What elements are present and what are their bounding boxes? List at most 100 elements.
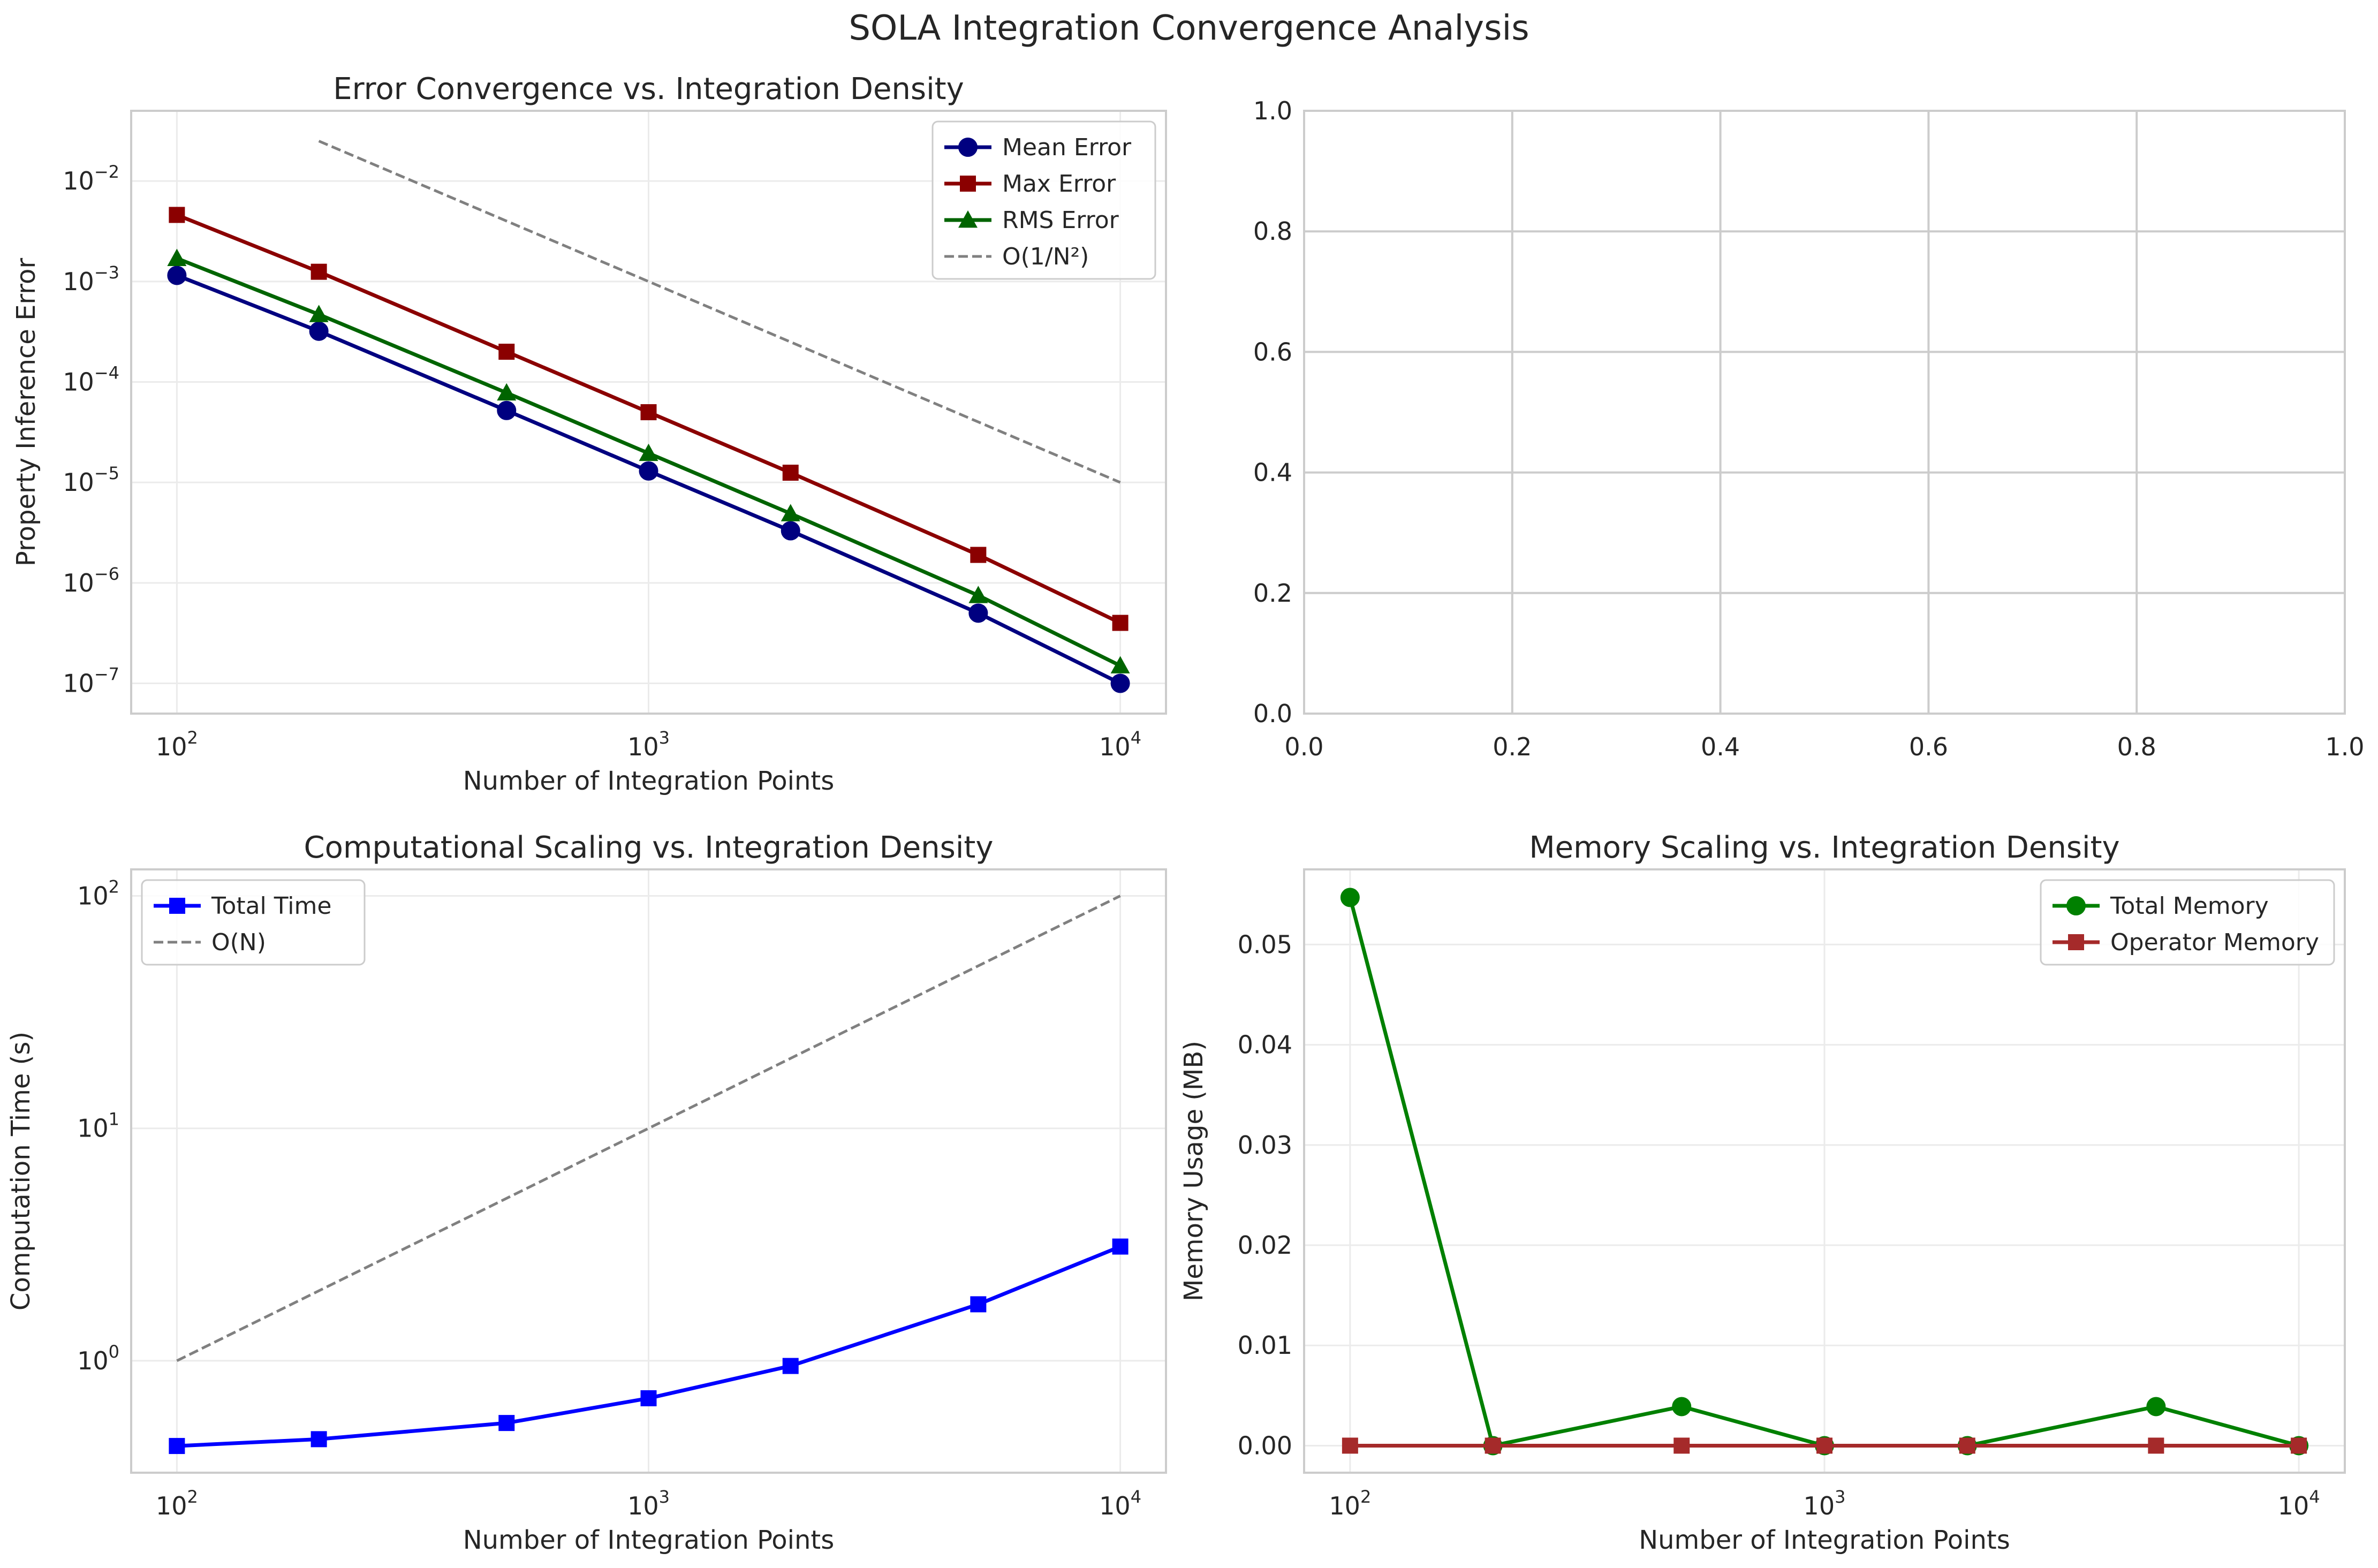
subplot-error: 102 103 104 10−7 10−6 10−5 10−4 10−3 10−2 Error C… [11, 72, 1167, 796]
legend-swatch [944, 138, 991, 157]
data-point [167, 266, 187, 285]
legend-label: O(1/N²) [1002, 243, 1089, 270]
data-point [1112, 615, 1129, 631]
x-tick-label: 102 [156, 1487, 198, 1520]
series-operator-memory [1342, 1437, 2307, 1454]
data-point [782, 1358, 799, 1374]
legend-swatch-marker [958, 138, 978, 157]
subplot-empty: 0.0 0.2 0.4 0.6 0.8 1.0 0.0 0.2 0.4 0.6 0.8 1.0 [1253, 96, 2365, 761]
data-point [2291, 1437, 2307, 1454]
data-point [639, 443, 658, 461]
data-point [310, 1431, 327, 1448]
data-point [970, 547, 987, 563]
legend-label: Mean Error [1002, 134, 1132, 161]
legend-label: Max Error [1002, 170, 1116, 198]
data-point [968, 603, 988, 623]
x-tick-label: 0.4 [1701, 732, 1740, 761]
data-point [1485, 1437, 1501, 1454]
x-tick-label: 0.6 [1909, 732, 1948, 761]
legend-label: Total Time [211, 892, 331, 920]
data-point [167, 248, 187, 266]
y-tick-label: 0.8 [1253, 217, 1292, 246]
y-tick-label: 10−7 [63, 664, 119, 698]
legend-swatch [154, 898, 201, 914]
legend-swatch [2053, 934, 2100, 950]
axes-frame [1303, 868, 2346, 1474]
x-tick-label: 0.8 [2117, 732, 2156, 761]
y-tick-label: 0.02 [1238, 1231, 1292, 1260]
data-point [498, 1415, 515, 1431]
data-point [1959, 1437, 1975, 1454]
legend-swatch-marker [2066, 896, 2086, 915]
y-tick-label: 0.04 [1238, 1031, 1292, 1059]
data-point [2146, 1397, 2166, 1416]
series-o-1-n- [318, 140, 1121, 484]
legend-swatch-marker [960, 176, 976, 192]
legend: Mean Error Max Error RMS Error O(1/N²) [931, 120, 1156, 280]
y-axis-label: Computation Time (s) [6, 1032, 36, 1311]
data-layer [167, 140, 1130, 693]
plot-area [1304, 111, 2345, 714]
y-axis-label: Memory Usage (MB) [1179, 1041, 1209, 1301]
data-point [309, 305, 329, 322]
y-tick-label: 10−5 [63, 463, 119, 497]
data-point [1340, 888, 1360, 907]
data-point [781, 504, 800, 521]
legend-swatch [944, 210, 991, 228]
x-tick-label: 0.2 [1493, 732, 1532, 761]
series-mean-error [167, 266, 1130, 693]
subplot-title: Error Convergence vs. Integration Densit… [333, 72, 964, 107]
series-line [318, 140, 1121, 484]
x-axis-label: Number of Integration Points [1639, 1525, 2010, 1555]
y-tick-label: 0.00 [1238, 1431, 1292, 1460]
x-tick-label: 103 [627, 1487, 670, 1520]
y-tick-label: 0.4 [1253, 458, 1292, 487]
legend-label: Operator Memory [2110, 929, 2319, 956]
data-point [1816, 1437, 1832, 1454]
subplot-grid: 102 103 104 10−7 10−6 10−5 10−4 10−3 10−2 Error C… [6, 72, 2365, 1555]
axes-frame [130, 110, 1167, 715]
legend-label: RMS Error [1002, 207, 1119, 234]
legend-label: O(N) [211, 929, 266, 956]
data-point [497, 383, 517, 401]
data-point [968, 586, 988, 603]
legend-frame [2040, 879, 2335, 966]
series-total-time [169, 1238, 1129, 1455]
series-max-error [169, 207, 1129, 631]
y-tick-label: 0.03 [1238, 1131, 1292, 1160]
data-point [1673, 1437, 1690, 1454]
data-point [497, 400, 517, 420]
subplot-title: Memory Scaling vs. Integration Density [1529, 830, 2119, 865]
figure-suptitle: SOLA Integration Convergence Analysis [849, 9, 1529, 48]
y-tick-label: 0.2 [1253, 579, 1292, 608]
y-tick-label: 101 [77, 1109, 119, 1143]
data-point [1672, 1397, 1692, 1416]
y-tick-label: 0.6 [1253, 337, 1292, 366]
data-point [781, 521, 800, 541]
subplot-memory: 102 103 104 0.00 0.01 0.02 0.03 0.04 0.05 Memory … [1179, 830, 2346, 1555]
x-tick-label: 104 [2278, 1487, 2320, 1520]
data-point [640, 1390, 657, 1406]
axes-frame [1303, 110, 2346, 715]
x-axis-label: Number of Integration Points [463, 766, 835, 796]
data-point [309, 321, 329, 341]
legend-swatch-marker [2068, 934, 2084, 950]
data-point [1110, 673, 1130, 693]
y-tick-label: 10−3 [63, 262, 119, 296]
data-point [640, 404, 657, 420]
x-tick-label: 103 [1804, 1487, 1846, 1520]
x-tick-label: 1.0 [2325, 732, 2364, 761]
data-point [310, 263, 327, 280]
legend-swatch [944, 176, 991, 192]
y-tick-label: 1.0 [1253, 96, 1292, 125]
x-axis-label: Number of Integration Points [463, 1525, 835, 1555]
axes-frame [130, 868, 1167, 1474]
y-tick-label: 0.0 [1253, 699, 1292, 728]
legend-swatch [2053, 896, 2100, 915]
data-point [2148, 1437, 2164, 1454]
series-rms-error [167, 248, 1130, 673]
y-tick-label: 0.01 [1238, 1331, 1292, 1360]
legend: Total Time O(N) [141, 879, 366, 966]
data-point [782, 464, 799, 481]
legend-frame [931, 120, 1156, 280]
